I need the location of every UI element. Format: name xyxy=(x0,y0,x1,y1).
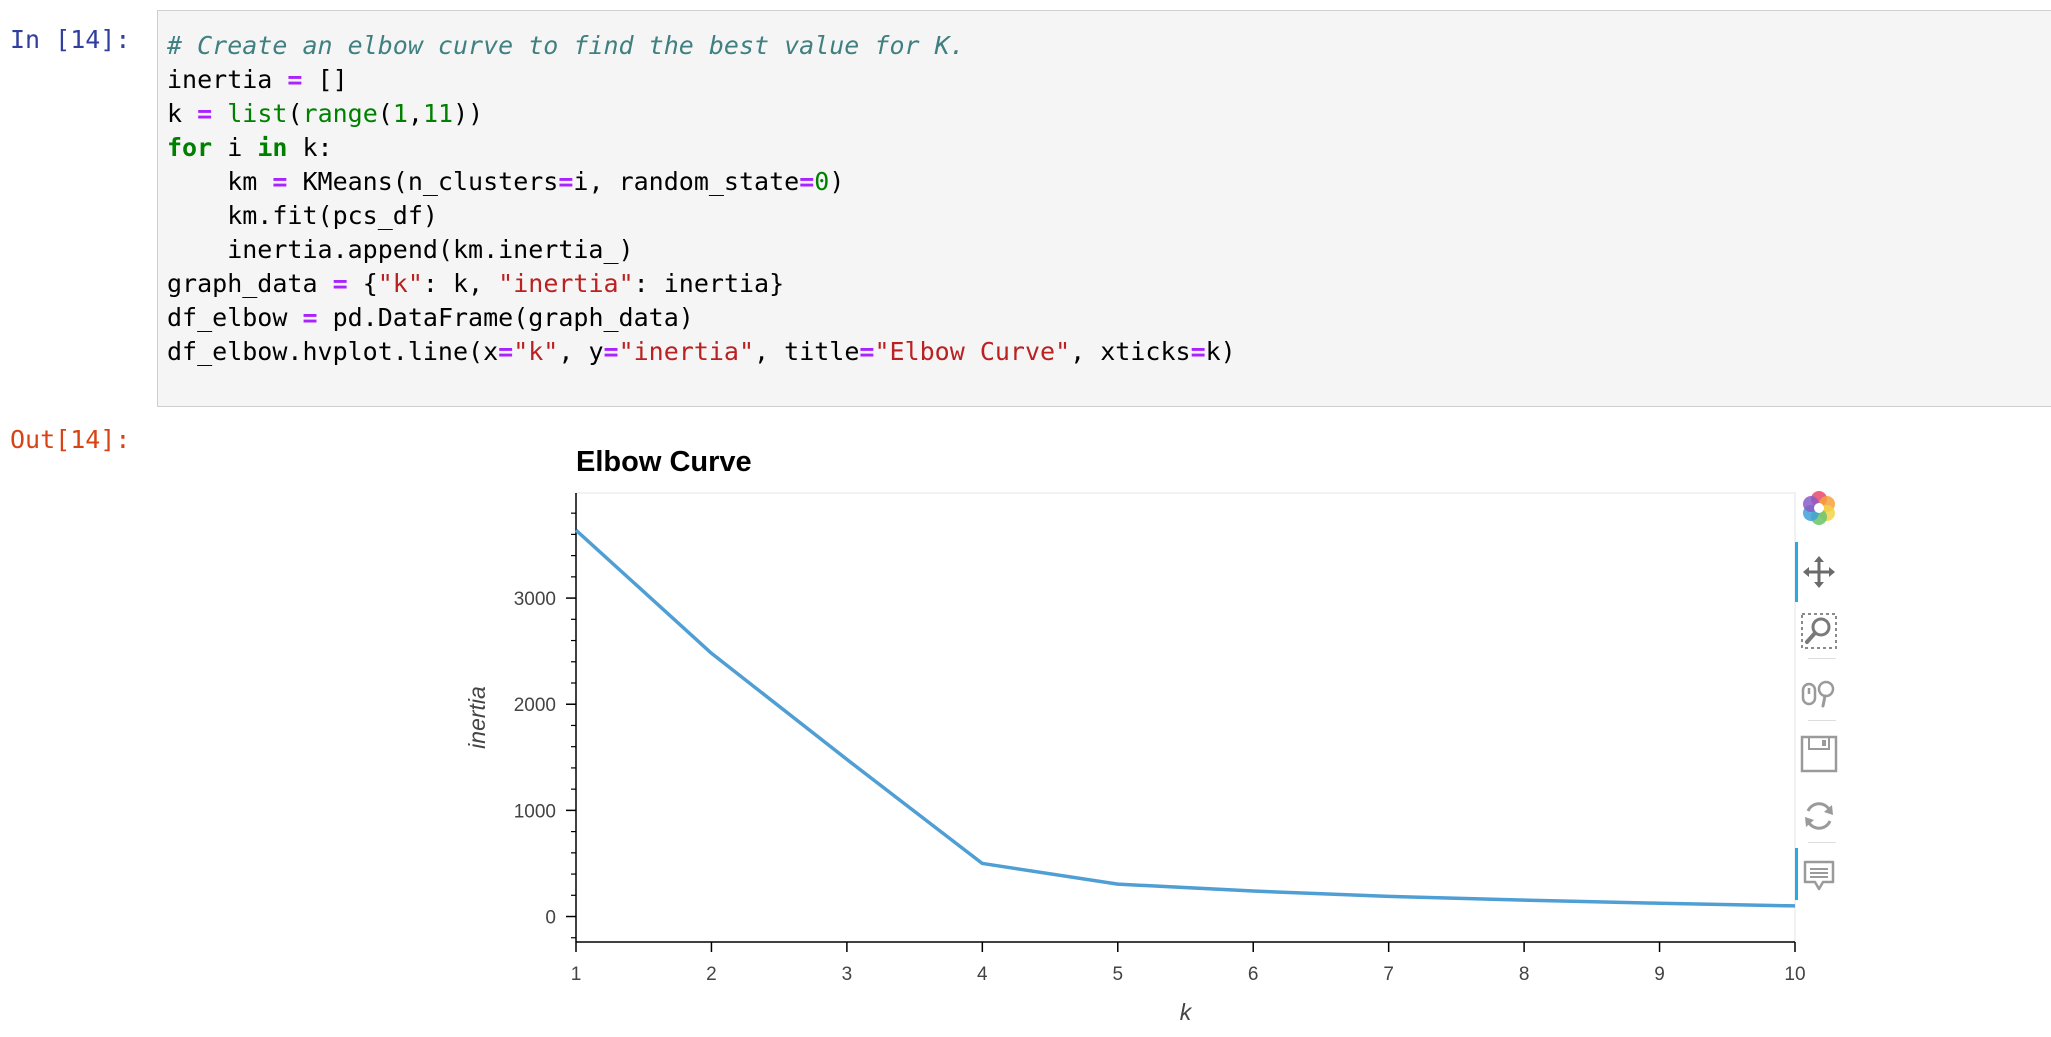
code-token: range xyxy=(302,99,378,128)
y-axis-label: inertia xyxy=(464,686,490,749)
code-token: )) xyxy=(453,99,484,128)
reset-icon[interactable] xyxy=(1799,796,1839,836)
toolbar-separator xyxy=(1808,720,1836,721)
code-token: df_elbow.hvplot.line(x xyxy=(167,337,499,366)
output-prompt: Out[14]: xyxy=(10,425,131,454)
code-token: k xyxy=(167,99,198,128)
code-line: km.fit(pcs_df) xyxy=(167,199,1236,233)
x-tick-label: 8 xyxy=(1519,964,1530,985)
code-token: ( xyxy=(377,99,393,128)
code-token: k) xyxy=(1205,337,1236,366)
y-tick-label: 2000 xyxy=(514,695,556,716)
code-token: KMeans(n_clusters xyxy=(287,167,559,196)
code-token: km.fit(pcs_df) xyxy=(167,201,438,230)
chart-title: Elbow Curve xyxy=(576,446,752,478)
toolbar-separator xyxy=(1808,842,1836,843)
code-token: k: xyxy=(287,133,333,162)
code-editor[interactable]: # Create an elbow curve to find the best… xyxy=(167,29,1236,369)
code-token: : k, xyxy=(422,269,499,298)
code-token: = xyxy=(558,167,574,196)
code-token: , xticks xyxy=(1070,337,1191,366)
code-token: graph_data xyxy=(167,269,333,298)
x-tick-label: 9 xyxy=(1654,964,1665,985)
code-token: inertia xyxy=(167,65,288,94)
hover-active-indicator xyxy=(1795,848,1798,900)
code-token: = xyxy=(498,337,514,366)
code-line: for i in k: xyxy=(167,131,1236,165)
code-line: k = list(range(1,11)) xyxy=(167,97,1236,131)
x-tick-label: 2 xyxy=(706,964,717,985)
hover-icon[interactable] xyxy=(1799,856,1839,896)
code-token: i, random_state xyxy=(573,167,800,196)
code-token: 0 xyxy=(814,167,830,196)
code-token: : inertia} xyxy=(633,269,785,298)
y-tick-label: 0 xyxy=(545,908,556,929)
x-tick-label: 4 xyxy=(977,964,988,985)
code-token: "inertia" xyxy=(618,337,755,366)
code-token: = xyxy=(302,303,318,332)
code-token: , title xyxy=(754,337,860,366)
code-token: inertia.append(km.inertia_) xyxy=(167,235,634,264)
code-token: { xyxy=(347,269,378,298)
inertia-line xyxy=(574,528,1796,908)
x-tick-label: 5 xyxy=(1112,964,1123,985)
code-token: "inertia" xyxy=(498,269,634,298)
code-token: for xyxy=(167,133,213,162)
code-token: [] xyxy=(302,65,348,94)
code-token: pd.DataFrame(graph_data) xyxy=(317,303,694,332)
pan-icon[interactable] xyxy=(1799,552,1839,592)
code-line: inertia.append(km.inertia_) xyxy=(167,233,1236,267)
code-token: "k" xyxy=(513,337,559,366)
code-token: , y xyxy=(558,337,604,366)
code-token: = xyxy=(603,337,619,366)
code-token: ( xyxy=(287,99,303,128)
code-line: graph_data = {"k": k, "inertia": inertia… xyxy=(167,267,1236,301)
y-tick-label: 1000 xyxy=(514,801,556,822)
x-tick-label: 1 xyxy=(571,964,582,985)
code-line: # Create an elbow curve to find the best… xyxy=(167,29,1236,63)
x-tick-label: 6 xyxy=(1248,964,1259,985)
bokeh-logo-icon[interactable] xyxy=(1799,488,1839,528)
code-token: = xyxy=(859,337,875,366)
code-token: list xyxy=(227,99,288,128)
input-prompt: In [14]: xyxy=(10,25,131,54)
code-line: df_elbow = pd.DataFrame(graph_data) xyxy=(167,301,1236,335)
pan-active-indicator xyxy=(1795,542,1798,602)
x-axis-label: k xyxy=(1180,999,1193,1025)
box-zoom-icon[interactable] xyxy=(1799,611,1839,651)
code-token: 11 xyxy=(422,99,454,128)
code-cell[interactable]: # Create an elbow curve to find the best… xyxy=(157,10,2051,407)
toolbar-separator xyxy=(1808,658,1836,659)
wheel-zoom-icon[interactable] xyxy=(1799,673,1839,713)
code-token: "Elbow Curve" xyxy=(874,337,1071,366)
code-token: = xyxy=(1190,337,1206,366)
code-token: = xyxy=(197,99,213,128)
plot-toolbar xyxy=(1795,488,1855,900)
code-line: inertia = [] xyxy=(167,63,1236,97)
code-line: df_elbow.hvplot.line(x="k", y="inertia",… xyxy=(167,335,1236,369)
code-token: "k" xyxy=(377,269,423,298)
code-token: in xyxy=(257,133,288,162)
code-line: km = KMeans(n_clusters=i, random_state=0… xyxy=(167,165,1236,199)
plot-frame xyxy=(575,492,1796,943)
y-tick-label: 3000 xyxy=(514,589,556,610)
x-tick-label: 10 xyxy=(1784,964,1805,985)
code-token: df_elbow xyxy=(167,303,303,332)
code-token: = xyxy=(332,269,348,298)
code-token: = xyxy=(799,167,815,196)
code-token: # Create an elbow curve to find the best… xyxy=(167,31,965,60)
x-tick-label: 7 xyxy=(1383,964,1394,985)
code-token: = xyxy=(272,167,288,196)
code-token: km xyxy=(167,167,273,196)
x-tick-label: 3 xyxy=(842,964,853,985)
code-token: , xyxy=(407,99,423,128)
save-icon[interactable] xyxy=(1799,734,1839,774)
code-token: i xyxy=(212,133,258,162)
code-token: ) xyxy=(829,167,845,196)
code-token: 1 xyxy=(392,99,408,128)
code-token: = xyxy=(287,65,303,94)
